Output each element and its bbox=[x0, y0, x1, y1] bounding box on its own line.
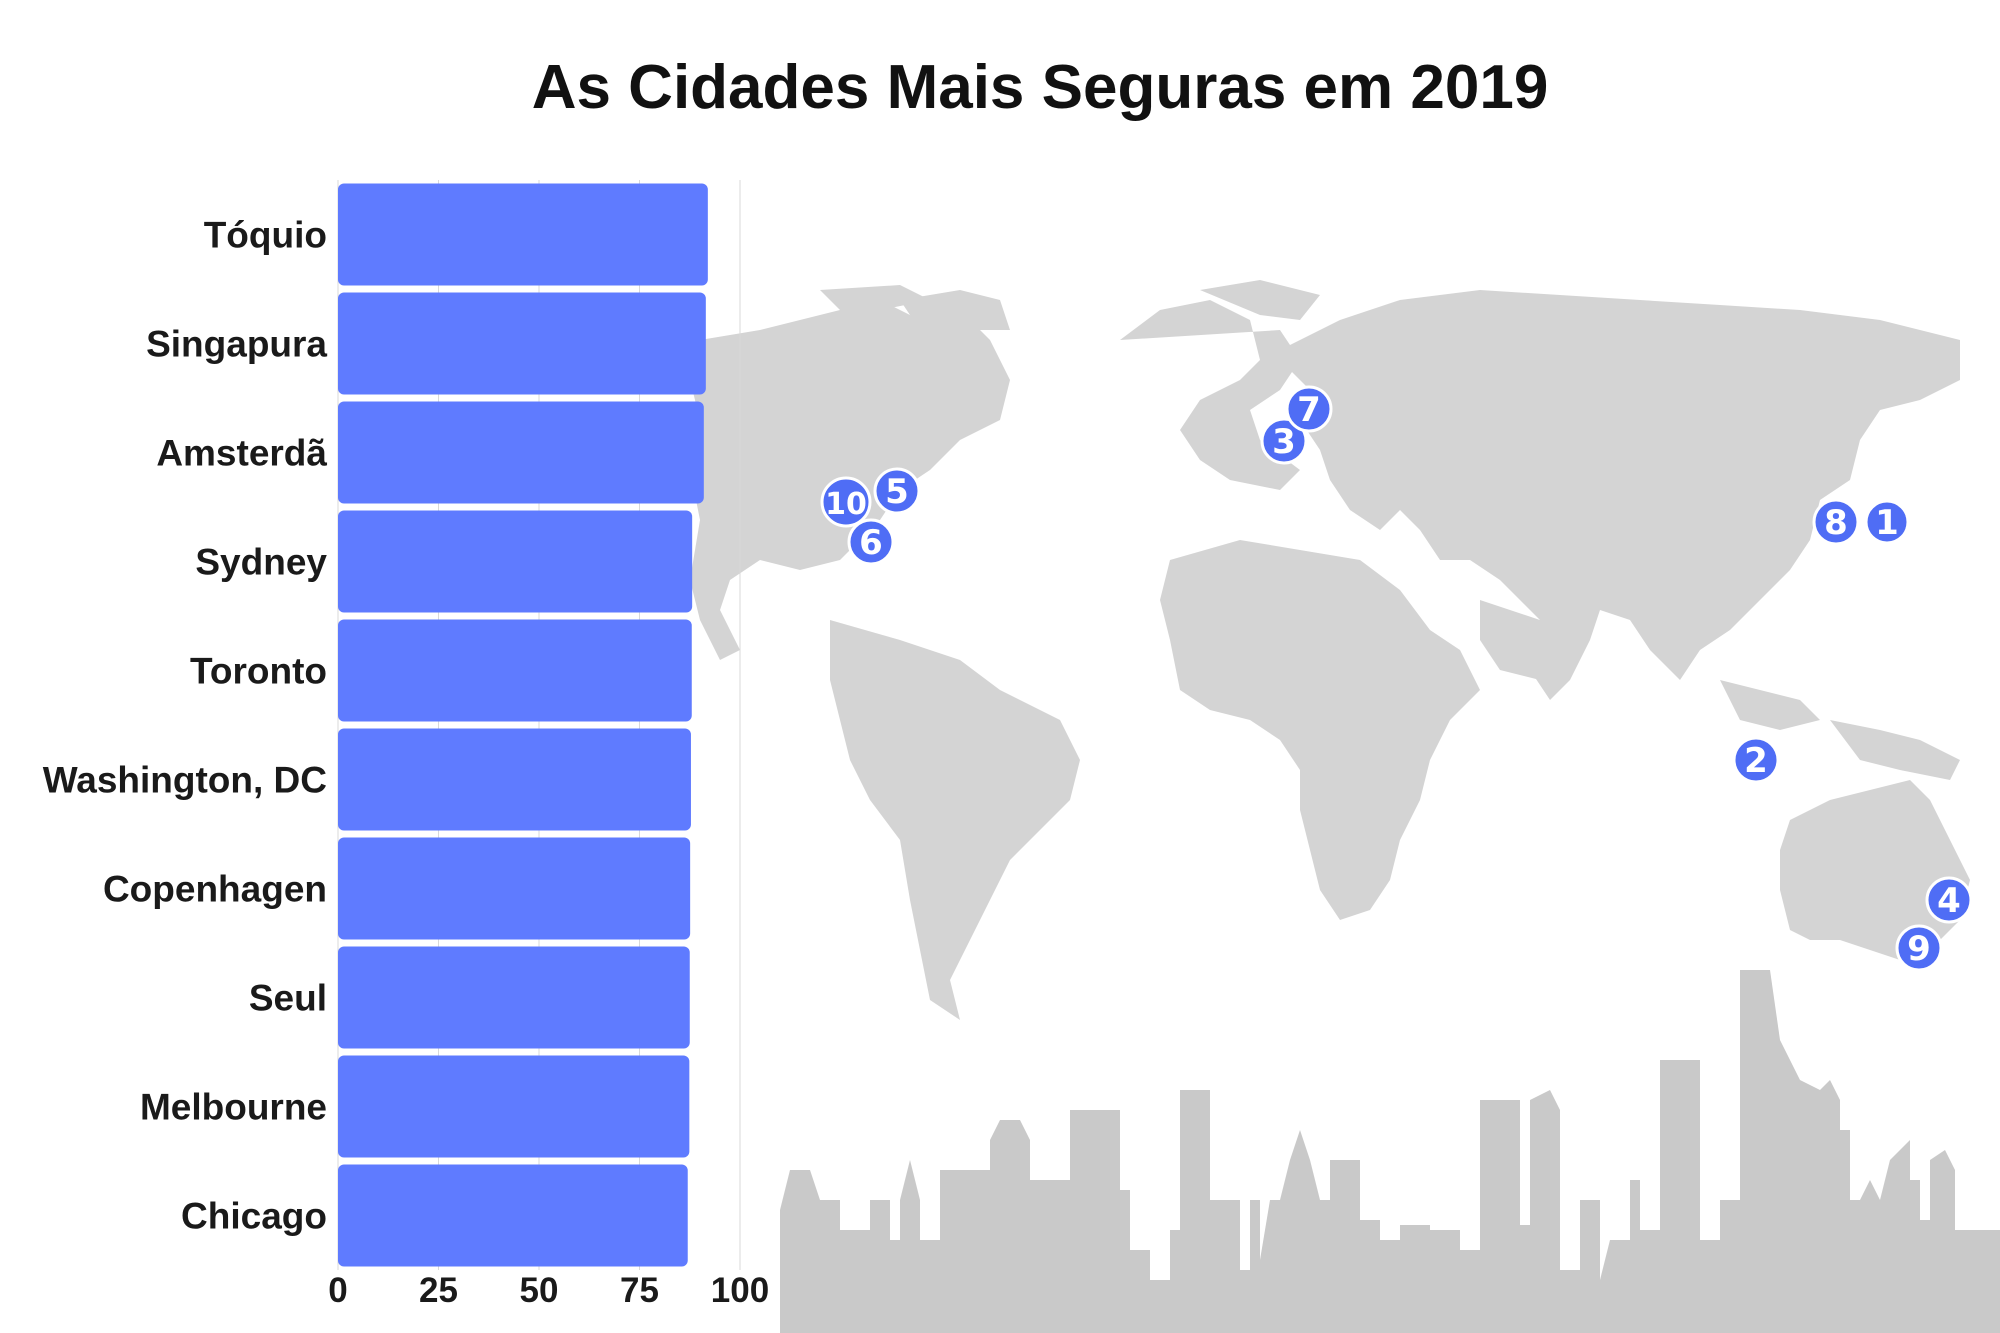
marker-label: 10 bbox=[825, 487, 867, 522]
marker-label: 1 bbox=[1875, 503, 1899, 543]
marker-label: 5 bbox=[885, 472, 909, 512]
x-tick-label: 100 bbox=[711, 1271, 769, 1310]
bar bbox=[338, 292, 706, 395]
marker-label: 2 bbox=[1744, 741, 1768, 781]
map-marker-9: 9 bbox=[1895, 924, 1943, 972]
bar bbox=[338, 1164, 688, 1267]
x-tick-label: 25 bbox=[419, 1271, 458, 1310]
x-tick-label: 75 bbox=[620, 1271, 659, 1310]
category-label: Singapura bbox=[146, 324, 327, 365]
bar bbox=[338, 619, 692, 722]
city-skyline bbox=[780, 970, 2000, 1333]
world-map bbox=[690, 280, 1970, 1020]
map-marker-1: 1 bbox=[1864, 499, 1910, 545]
category-labels: Tóquio Singapura Amsterdã Sydney Toronto Wash… bbox=[43, 215, 328, 1237]
marker-label: 6 bbox=[859, 523, 883, 563]
map-marker-5: 5 bbox=[873, 467, 921, 515]
bar bbox=[338, 946, 690, 1049]
marker-label: 7 bbox=[1297, 390, 1321, 430]
category-label: Seul bbox=[249, 978, 327, 1019]
marker-label: 3 bbox=[1272, 422, 1296, 462]
bar-series bbox=[338, 183, 708, 1267]
bar bbox=[338, 510, 693, 613]
bar bbox=[338, 183, 708, 286]
chart-title: As Cidades Mais Seguras em 2019 bbox=[531, 53, 1549, 122]
marker-label: 8 bbox=[1824, 503, 1848, 543]
bar bbox=[338, 401, 704, 504]
category-label: Toronto bbox=[190, 651, 327, 692]
category-label: Chicago bbox=[181, 1196, 327, 1237]
x-tick-labels: 0 25 50 75 100 bbox=[328, 1271, 769, 1310]
category-label: Amsterdã bbox=[156, 433, 327, 474]
map-marker-7: 7 bbox=[1285, 385, 1333, 433]
bar bbox=[338, 1055, 690, 1158]
bar bbox=[338, 837, 691, 940]
map-marker-3: 3 bbox=[1260, 417, 1308, 465]
category-label: Copenhagen bbox=[103, 869, 327, 910]
map-marker-8: 8 bbox=[1812, 498, 1860, 546]
category-label: Tóquio bbox=[204, 215, 327, 256]
marker-label: 4 bbox=[1937, 881, 1961, 921]
map-marker-2: 2 bbox=[1732, 736, 1780, 784]
bar bbox=[338, 728, 691, 831]
x-tick-label: 0 bbox=[328, 1271, 347, 1310]
category-label: Washington, DC bbox=[43, 760, 327, 801]
city-markers: 1 2 3 4 5 6 7 8 9 10 bbox=[820, 385, 1973, 972]
map-marker-4: 4 bbox=[1925, 876, 1973, 924]
map-marker-10: 10 bbox=[820, 476, 872, 528]
category-label: Melbourne bbox=[140, 1087, 327, 1128]
map-marker-6: 6 bbox=[847, 518, 895, 566]
x-tick-label: 50 bbox=[520, 1271, 559, 1310]
category-label: Sydney bbox=[195, 542, 327, 583]
marker-label: 9 bbox=[1907, 929, 1931, 969]
